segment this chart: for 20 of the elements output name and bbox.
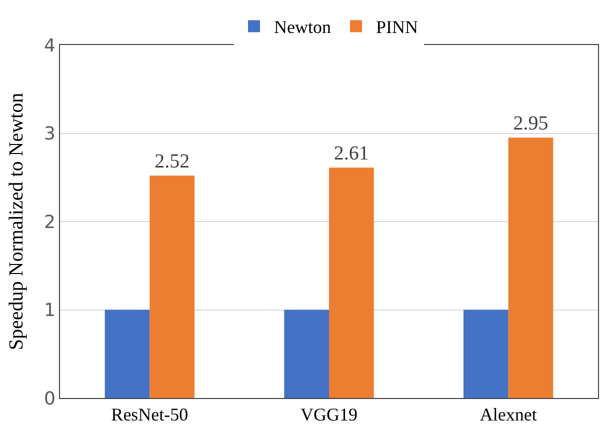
- bar: [150, 176, 194, 398]
- y-tick-label: 4: [44, 35, 56, 56]
- y-tick-label: 3: [44, 124, 56, 145]
- y-axis-title: Speedup Normalized to Newton: [5, 92, 28, 350]
- legend-label: Newton: [274, 17, 331, 38]
- bar: [508, 138, 554, 398]
- data-label: 2.52: [154, 150, 190, 173]
- x-tick-label: ResNet-50: [111, 404, 188, 425]
- bar: [464, 310, 508, 398]
- y-tick-label: 2: [44, 212, 56, 233]
- data-label: 2.95: [513, 112, 548, 135]
- bar: [329, 168, 374, 398]
- bar: [104, 310, 150, 398]
- x-tick-label: VGG19: [300, 404, 358, 425]
- data-label: 2.61: [334, 142, 369, 165]
- bar: [284, 310, 329, 398]
- y-tick-label: 1: [44, 300, 56, 322]
- legend-label: PINN: [376, 17, 418, 38]
- y-tick-label: 0: [44, 388, 56, 410]
- x-tick-label: Alexnet: [480, 404, 537, 425]
